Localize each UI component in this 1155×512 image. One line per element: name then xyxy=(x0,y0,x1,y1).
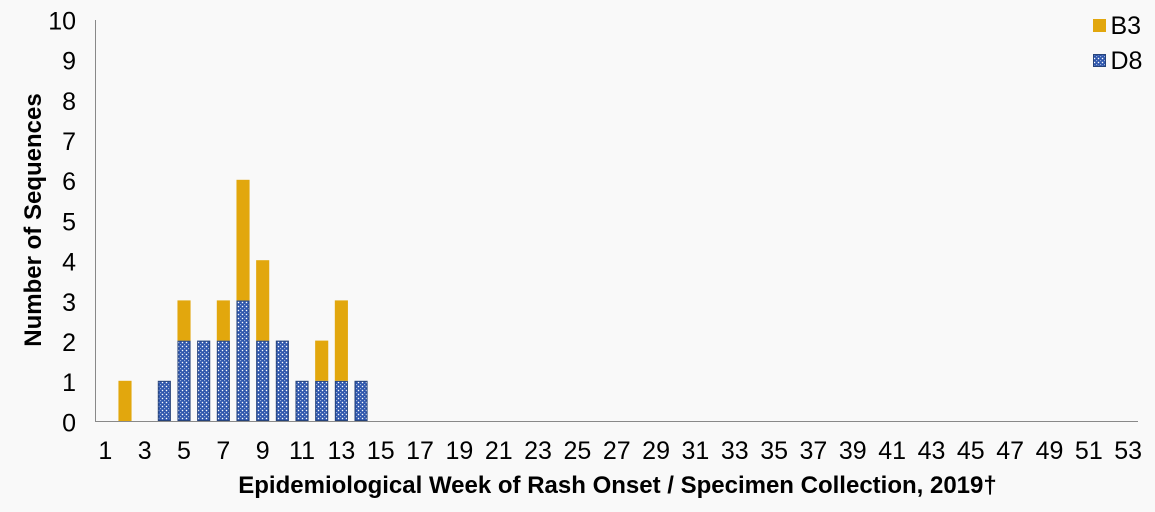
svg-text:4: 4 xyxy=(62,249,76,277)
svg-text:27: 27 xyxy=(603,437,631,465)
svg-text:31: 31 xyxy=(682,437,710,465)
svg-text:10: 10 xyxy=(48,7,76,35)
svg-text:35: 35 xyxy=(760,437,788,465)
svg-text:25: 25 xyxy=(564,437,592,465)
svg-text:9: 9 xyxy=(62,48,76,76)
svg-text:51: 51 xyxy=(1075,437,1103,465)
svg-text:53: 53 xyxy=(1114,437,1142,465)
svg-text:49: 49 xyxy=(1036,437,1064,465)
svg-text:7: 7 xyxy=(216,437,230,465)
svg-text:Number of Sequences: Number of Sequences xyxy=(20,93,47,346)
svg-text:9: 9 xyxy=(256,437,270,465)
svg-text:13: 13 xyxy=(327,437,355,465)
svg-text:8: 8 xyxy=(62,88,76,116)
svg-text:B3: B3 xyxy=(1111,12,1142,40)
svg-text:1: 1 xyxy=(98,437,112,465)
svg-text:5: 5 xyxy=(177,437,191,465)
svg-text:37: 37 xyxy=(800,437,828,465)
svg-text:21: 21 xyxy=(485,437,513,465)
svg-text:1: 1 xyxy=(62,369,76,397)
svg-text:41: 41 xyxy=(878,437,906,465)
svg-text:33: 33 xyxy=(721,437,749,465)
svg-text:7: 7 xyxy=(62,128,76,156)
svg-text:11: 11 xyxy=(289,437,315,465)
svg-text:D8: D8 xyxy=(1111,47,1143,75)
svg-text:5: 5 xyxy=(62,208,76,236)
svg-text:17: 17 xyxy=(406,437,434,465)
svg-text:29: 29 xyxy=(642,437,670,465)
svg-text:19: 19 xyxy=(445,437,473,465)
svg-text:47: 47 xyxy=(996,437,1024,465)
svg-text:6: 6 xyxy=(62,168,76,196)
svg-text:Epidemiological Week of Rash O: Epidemiological Week of Rash Onset / Spe… xyxy=(238,472,996,499)
svg-text:23: 23 xyxy=(524,437,552,465)
svg-text:45: 45 xyxy=(957,437,985,465)
svg-text:43: 43 xyxy=(918,437,946,465)
svg-text:2: 2 xyxy=(62,329,76,357)
svg-text:0: 0 xyxy=(62,409,76,437)
svg-text:3: 3 xyxy=(62,289,76,317)
svg-text:3: 3 xyxy=(138,437,152,465)
svg-text:15: 15 xyxy=(367,437,395,465)
svg-text:39: 39 xyxy=(839,437,867,465)
